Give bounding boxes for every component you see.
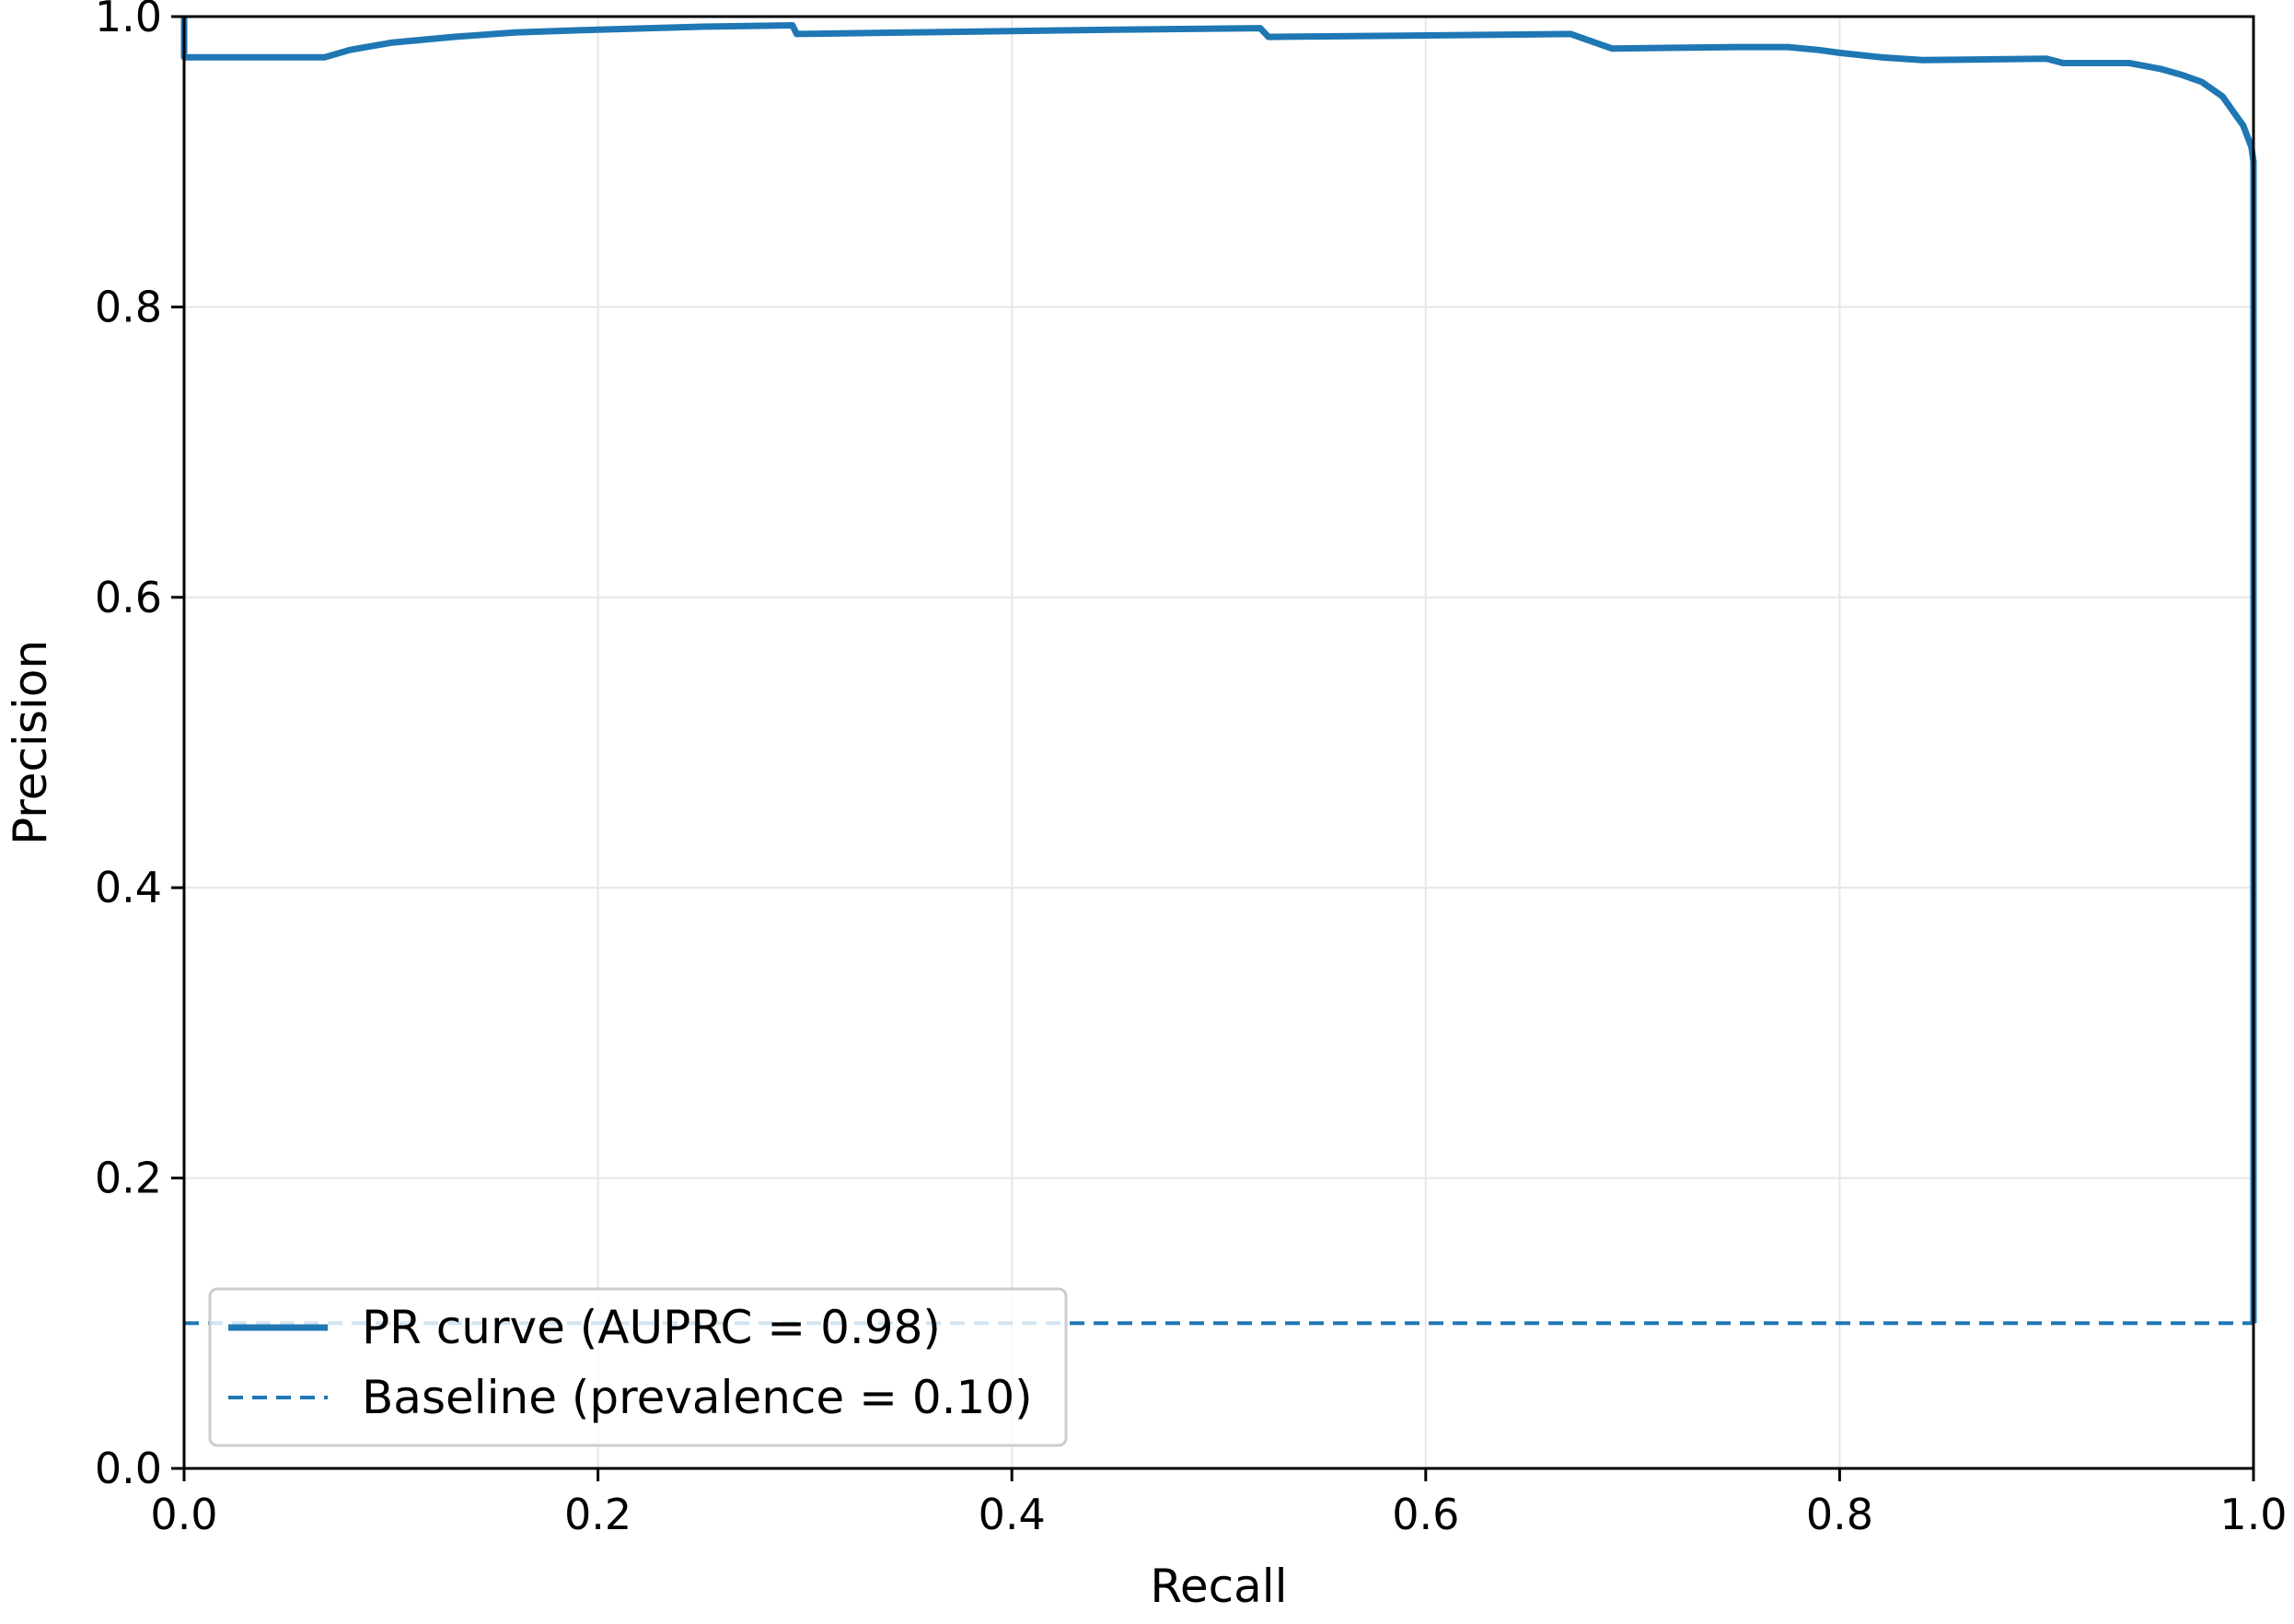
y-tick-label: 0.2 (95, 1154, 162, 1203)
x-tick-label: 1.0 (2219, 1490, 2287, 1539)
x-tick-label: 0.2 (564, 1490, 631, 1539)
plot-frame (182, 15, 2255, 1470)
y-axis-title: Precision (4, 640, 57, 845)
grid-lines (183, 16, 2254, 1469)
legend: PR curve (AUPRC = 0.98) Baseline (preval… (208, 1287, 1068, 1447)
y-tick-label: 1.0 (95, 0, 162, 41)
x-tick-label: 0.0 (150, 1490, 217, 1539)
x-axis-title: Recall (1150, 1560, 1287, 1613)
legend-label-baseline: Baseline (prevalence = 0.10) (362, 1371, 1033, 1424)
y-tick-label: 0.8 (95, 282, 162, 331)
x-tick-label: 0.8 (1806, 1490, 1873, 1539)
legend-box (208, 1287, 1068, 1447)
x-tick-label: 0.4 (979, 1490, 1046, 1539)
axis-ticks: 0.0 0.2 0.4 0.6 0.8 1.0 0.0 0.2 0.4 0.6 0.8 1.0 (95, 0, 2288, 1539)
x-tick-label: 0.6 (1392, 1490, 1459, 1539)
y-tick-label: 0.4 (95, 863, 162, 912)
y-tick-label: 0.6 (95, 573, 162, 622)
pr-curve-line (180, 17, 2257, 1324)
y-tick-label: 0.0 (95, 1444, 162, 1493)
legend-label-pr-curve: PR curve (AUPRC = 0.98) (362, 1301, 941, 1354)
